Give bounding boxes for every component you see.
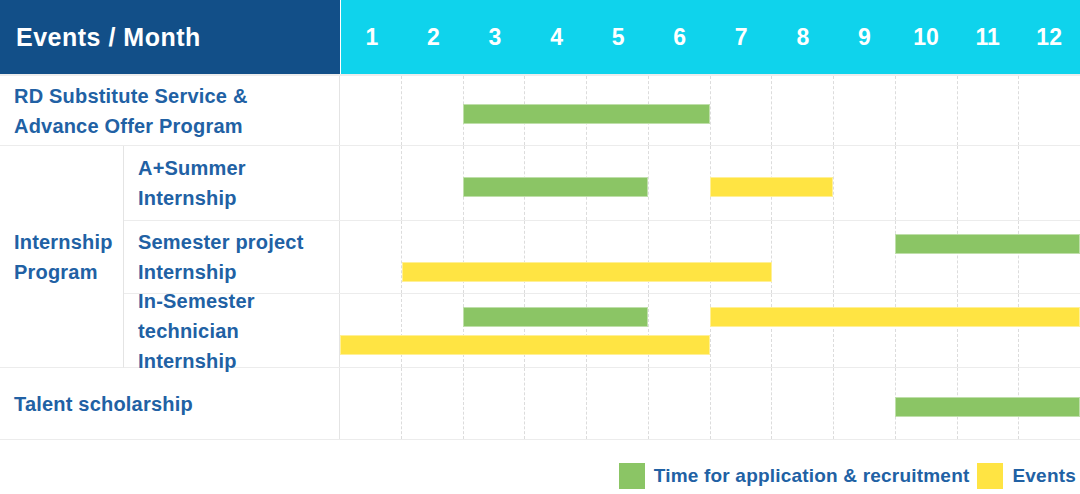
row-timeline [340,221,1080,293]
month-cell [895,146,957,220]
month-cell [648,368,710,439]
month-cell [833,221,895,293]
month-label-5: 5 [587,0,649,74]
month-cell [524,221,586,293]
bar-events [340,335,710,355]
table-row: In-Semester technician Internship [0,294,1080,368]
month-label-9: 9 [834,0,896,74]
month-cell [710,221,772,293]
row-label: Semester project Internship [124,221,340,293]
bar-events [402,262,772,282]
group-label-internship-program: Internship Program [0,146,124,368]
month-cell [463,221,525,293]
bar-application [463,177,648,197]
month-cell [648,146,710,220]
table-header: Events / Month 123456789101112 [0,0,1080,76]
row-label: In-Semester technician Internship [124,294,340,367]
month-cell [1018,294,1080,367]
row-label: RD Substitute Service & Advance Offer Pr… [0,76,340,145]
table-row: Talent scholarship [0,368,1080,440]
month-cell [710,294,772,367]
table-body: RD Substitute Service & Advance Offer Pr… [0,76,1080,440]
legend: Time for application & recruitment Event… [0,440,1080,494]
month-label-11: 11 [957,0,1019,74]
month-cell [648,294,710,367]
month-cell [833,76,895,145]
month-cell [895,294,957,367]
month-cell [771,294,833,367]
month-cell [771,76,833,145]
events-month-header: Events / Month [0,0,340,74]
month-cell [648,221,710,293]
month-cell [1018,221,1080,293]
table-row: RD Substitute Service & Advance Offer Pr… [0,76,1080,146]
month-label-7: 7 [710,0,772,74]
month-label-12: 12 [1018,0,1080,74]
month-cell [586,221,648,293]
month-cell [463,294,525,367]
month-cell [524,294,586,367]
bar-application [463,104,710,124]
legend-label-events: Events [1012,465,1076,487]
month-cell [401,146,463,220]
row-timeline [340,294,1080,367]
month-cell [401,221,463,293]
legend-item-application: Time for application & recruitment [619,463,970,489]
month-cell [524,368,586,439]
table-row: A+Summer Internship [0,146,1080,221]
month-cell [401,368,463,439]
bar-events [710,307,1080,327]
month-label-4: 4 [526,0,588,74]
legend-label-application: Time for application & recruitment [654,465,970,487]
month-cell [833,294,895,367]
month-cell [340,221,401,293]
month-cell [1018,146,1080,220]
month-cell [340,368,401,439]
month-cell [710,76,772,145]
row-label: A+Summer Internship [124,146,340,220]
row-label: Talent scholarship [0,368,340,439]
row-timeline [340,368,1080,439]
bar-application [895,234,1080,254]
month-cell [401,294,463,367]
application-swatch [619,463,645,489]
events-swatch [977,463,1003,489]
month-cell [957,146,1019,220]
row-timeline [340,146,1080,220]
month-cell [586,294,648,367]
legend-item-events: Events [977,463,1076,489]
month-cell [401,76,463,145]
month-cell [957,76,1019,145]
month-axis: 123456789101112 [341,0,1080,74]
month-cell [957,294,1019,367]
month-label-1: 1 [341,0,403,74]
month-label-3: 3 [464,0,526,74]
month-label-10: 10 [895,0,957,74]
month-cell [586,368,648,439]
month-cell [895,76,957,145]
month-label-2: 2 [403,0,465,74]
month-cell [340,146,401,220]
month-label-8: 8 [772,0,834,74]
bar-application [463,307,648,327]
month-cell [710,368,772,439]
month-cell [895,221,957,293]
month-cell [1018,76,1080,145]
month-cell [340,76,401,145]
bar-application [895,397,1080,417]
month-cell [771,368,833,439]
month-cell [463,368,525,439]
month-cell [340,294,401,367]
month-label-6: 6 [649,0,711,74]
month-cell [833,368,895,439]
gantt-schedule: Events / Month 123456789101112 RD Substi… [0,0,1080,494]
month-cell [771,221,833,293]
table-row: Semester project Internship [0,221,1080,294]
bar-events [710,177,833,197]
row-timeline [340,76,1080,145]
month-cell [833,146,895,220]
month-cell [957,221,1019,293]
